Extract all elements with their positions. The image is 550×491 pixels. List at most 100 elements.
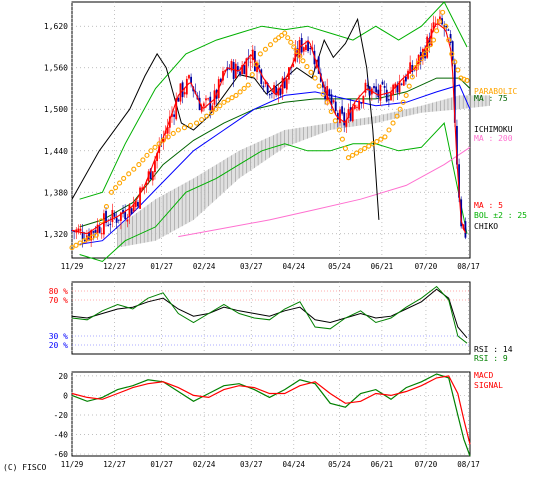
candle-body (307, 41, 309, 52)
candle-body (103, 213, 105, 235)
candle-body (251, 49, 254, 60)
signal-legend-label: SIGNAL (474, 381, 503, 390)
candle-body (458, 164, 460, 198)
ichimoku-cloud (117, 95, 490, 248)
rsi-ytick-label: 70 % (49, 296, 68, 305)
macd-line (71, 373, 471, 457)
candle-body (177, 97, 180, 102)
candle-body (447, 29, 450, 31)
candle-body (100, 233, 103, 235)
candle-body (309, 47, 312, 50)
candle-body (294, 47, 297, 62)
parabolic-dot (406, 83, 412, 89)
parabolic-dot (300, 58, 306, 64)
candle-body (219, 78, 222, 83)
parabolic-dot (204, 113, 210, 119)
candle-body (207, 98, 210, 100)
parabolic-dot (221, 99, 227, 105)
parabolic-dot (339, 136, 345, 142)
parabolic-dot (285, 35, 291, 41)
candle-body (88, 232, 90, 240)
candle-body (115, 217, 118, 223)
candle-body (92, 231, 95, 233)
candle-body (222, 71, 224, 81)
parabolic-dot (117, 180, 123, 186)
parabolic-dot (418, 55, 424, 62)
candle-body (94, 230, 97, 234)
candle-body (130, 208, 133, 214)
candle-body (456, 125, 458, 165)
parabolic-dot (165, 134, 171, 140)
parabolic-dot (93, 232, 99, 238)
rsi-legend-label: RSI : 14 (474, 345, 513, 354)
candle-body (332, 100, 335, 103)
parabolic-dot (449, 51, 455, 57)
candle-body (411, 64, 414, 73)
parabolic-dot (257, 51, 263, 57)
candle-body (407, 70, 409, 79)
candle-body (188, 75, 190, 79)
candle-body (283, 77, 286, 89)
candle-body (236, 66, 239, 72)
macd-xtick-label: 06/21 (371, 460, 394, 469)
rsi9-line (71, 285, 468, 344)
parabolic-dot (390, 120, 396, 126)
rsi-legend-label: RSI : 9 (474, 354, 508, 363)
bollinger-upper-line (79, 1, 468, 200)
candle-body (134, 201, 137, 207)
parabolic-dot (77, 240, 83, 246)
parabolic-dot (412, 65, 418, 71)
price-legend-label: PARABOLIC (474, 87, 518, 96)
parabolic-dot (434, 28, 440, 34)
candle-body (362, 95, 365, 104)
macd-xtick-label: 08/17 (457, 460, 480, 469)
ma25-line (79, 84, 471, 245)
candle-body (375, 86, 378, 93)
parabolic-dot (332, 118, 338, 124)
candle-body (460, 199, 463, 227)
candle-body (128, 205, 131, 218)
candle-body (175, 98, 178, 120)
candle-body (137, 202, 139, 207)
macd-ytick-label: -40 (54, 431, 69, 440)
parabolic-dot (394, 113, 400, 119)
parabolic-dot (217, 103, 223, 109)
candle-body (404, 76, 407, 82)
candle-body (381, 81, 384, 85)
candle-body (120, 212, 122, 221)
candle-body (356, 106, 358, 108)
price-legend-label: BOL ±2 : 25 (474, 211, 527, 220)
candle-body (322, 81, 324, 88)
candle-body (339, 109, 341, 124)
candle-body (232, 61, 235, 79)
macd-panel-frame (71, 371, 471, 457)
rsi-ytick-label: 20 % (49, 341, 68, 350)
parabolic-dot (121, 175, 127, 181)
price-xtick-label: 06/21 (371, 262, 394, 271)
parabolic-dot (400, 99, 406, 105)
parabolic-dot (409, 74, 415, 80)
parabolic-dot (282, 30, 288, 36)
parabolic-dot (354, 150, 360, 156)
candle-body (453, 63, 456, 123)
candle-body (415, 65, 418, 71)
parabolic-dot (397, 106, 403, 112)
rsi-panel-frame (71, 281, 471, 355)
candle-body (281, 77, 284, 94)
candle-body (385, 89, 388, 102)
candle-body (260, 69, 263, 84)
parabolic-dot (144, 152, 150, 158)
parabolic-dot (209, 110, 215, 116)
parabolic-dot (312, 75, 318, 81)
candle-body (409, 62, 412, 74)
candle-body (288, 67, 290, 80)
candle-body (258, 65, 261, 68)
parabolic-dot (421, 51, 427, 57)
price-legend-label: ICHIMOKU (474, 125, 513, 134)
candle-body (211, 105, 214, 112)
parabolic-dot (81, 238, 87, 244)
candle-body (364, 82, 367, 93)
parabolic-dot (446, 37, 452, 43)
parabolic-dot (403, 92, 409, 98)
macd-ytick-label: -20 (54, 411, 69, 420)
